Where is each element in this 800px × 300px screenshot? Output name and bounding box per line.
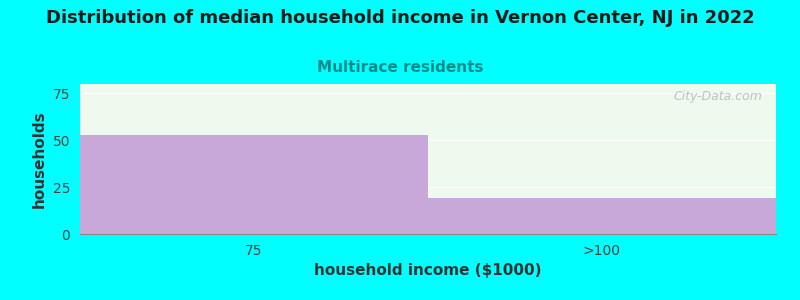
Bar	[428, 198, 776, 234]
Text: Multirace residents: Multirace residents	[317, 60, 483, 75]
Bar	[80, 135, 428, 234]
Text: City-Data.com: City-Data.com	[674, 90, 762, 103]
Text: Distribution of median household income in Vernon Center, NJ in 2022: Distribution of median household income …	[46, 9, 754, 27]
X-axis label: household income ($1000): household income ($1000)	[314, 263, 542, 278]
Y-axis label: households: households	[32, 110, 47, 208]
